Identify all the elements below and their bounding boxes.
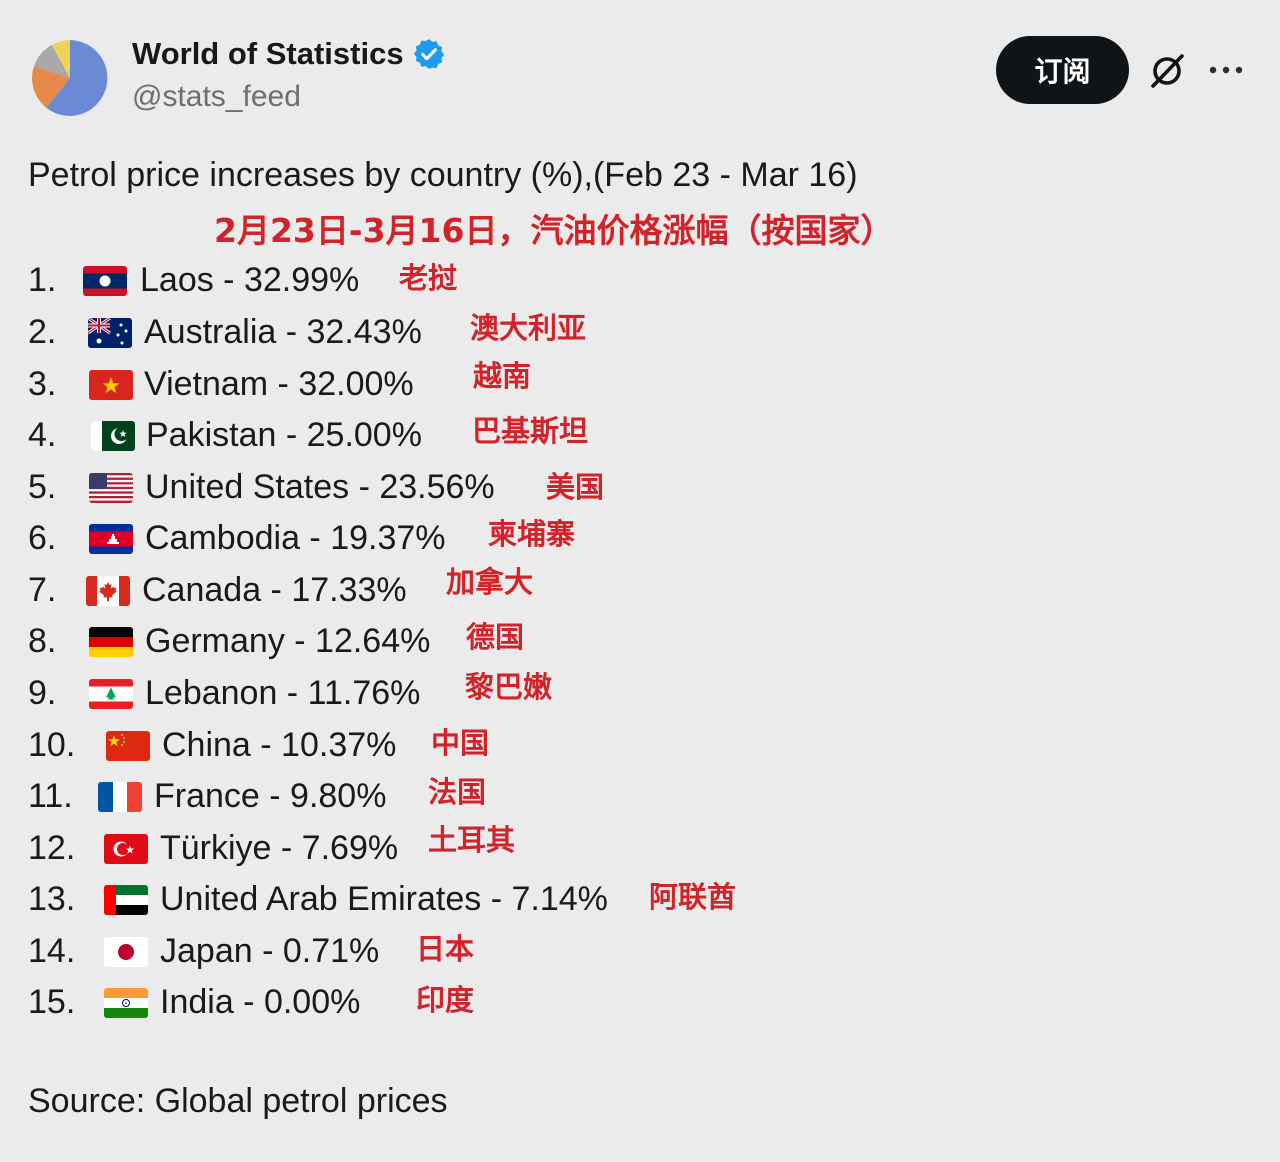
- rank-number: 4.: [28, 416, 57, 454]
- rank-number: 10.: [28, 726, 76, 764]
- country-name-chinese: 日本: [416, 932, 475, 966]
- country-name-chinese: 中国: [431, 726, 490, 760]
- country-entry: Lebanon - 11.76%: [145, 674, 421, 712]
- rank-number: 14.: [28, 932, 76, 970]
- country-entry: United Arab Emirates - 7.14%: [160, 880, 608, 918]
- country-name-chinese: 德国: [466, 620, 525, 654]
- germany-flag-icon: [89, 627, 133, 657]
- account-name[interactable]: World of Statistics: [132, 36, 404, 71]
- country-name-chinese: 阿联酋: [649, 880, 737, 914]
- country-name-chinese: 老挝: [399, 261, 458, 295]
- country-entry: Türkiye - 7.69%: [160, 829, 399, 867]
- rank-number: 6.: [28, 519, 57, 557]
- vietnam-flag-icon: [89, 370, 133, 400]
- rank-number: 7.: [28, 571, 57, 609]
- country-entry: China - 10.37%: [162, 726, 397, 764]
- turkiye-flag-icon: [104, 834, 148, 864]
- pakistan-flag-icon: [91, 421, 135, 451]
- country-entry: France - 9.80%: [154, 777, 387, 815]
- rank-number: 2.: [28, 313, 57, 351]
- pie-chart-avatar-icon: [32, 40, 108, 116]
- rank-number: 12.: [28, 829, 76, 867]
- source-text: Source: Global petrol prices: [28, 1082, 448, 1120]
- country-entry: Canada - 17.33%: [142, 571, 407, 609]
- more-icon[interactable]: [1208, 60, 1244, 80]
- rank-number: 5.: [28, 468, 57, 506]
- verified-badge-icon: [413, 39, 444, 69]
- laos-flag-icon: [83, 266, 127, 296]
- country-entry: India - 0.00%: [160, 983, 361, 1021]
- country-name-chinese: 加拿大: [446, 565, 534, 599]
- country-entry: Australia - 32.43%: [144, 313, 422, 351]
- post-title: Petrol price increases by country (%),(F…: [28, 156, 858, 194]
- country-name-chinese: 法国: [428, 775, 487, 809]
- rank-number: 3.: [28, 365, 57, 403]
- country-entry: Cambodia - 19.37%: [145, 519, 446, 557]
- rank-number: 15.: [28, 983, 76, 1021]
- country-name-chinese: 澳大利亚: [470, 311, 587, 345]
- rank-number: 13.: [28, 880, 76, 918]
- country-name-chinese: 印度: [416, 983, 475, 1017]
- rank-number: 1.: [28, 261, 57, 299]
- subscribe-button[interactable]: 订阅: [996, 36, 1129, 104]
- country-name-chinese: 美国: [546, 470, 605, 504]
- account-handle[interactable]: @stats_feed: [132, 80, 301, 113]
- japan-flag-icon: [104, 937, 148, 967]
- post-title-chinese: 2月23日-3月16日，汽油价格涨幅（按国家）: [214, 211, 894, 250]
- rank-number: 8.: [28, 622, 57, 660]
- rank-number: 11.: [28, 777, 73, 815]
- country-entry: United States - 23.56%: [145, 468, 495, 506]
- australia-flag-icon: [88, 318, 132, 348]
- canada-flag-icon: [86, 576, 130, 606]
- country-entry: Laos - 32.99%: [140, 261, 360, 299]
- france-flag-icon: [98, 782, 142, 812]
- country-entry: Pakistan - 25.00%: [146, 416, 422, 454]
- grok-icon[interactable]: [1148, 52, 1186, 90]
- avatar[interactable]: [32, 40, 108, 116]
- china-flag-icon: [106, 731, 150, 761]
- country-entry: Germany - 12.64%: [145, 622, 431, 660]
- india-flag-icon: [104, 988, 148, 1018]
- lebanon-flag-icon: [89, 679, 133, 709]
- country-name-chinese: 巴基斯坦: [472, 414, 589, 448]
- united-states-flag-icon: [89, 473, 133, 503]
- country-entry: Vietnam - 32.00%: [144, 365, 414, 403]
- uae-flag-icon: [104, 885, 148, 915]
- cambodia-flag-icon: [89, 524, 133, 554]
- account-name-row[interactable]: World of Statistics: [132, 36, 446, 72]
- rank-number: 9.: [28, 674, 57, 712]
- country-name-chinese: 柬埔寨: [488, 517, 576, 551]
- country-name-chinese: 黎巴嫩: [465, 670, 553, 704]
- country-name-chinese: 越南: [473, 359, 532, 393]
- country-entry: Japan - 0.71%: [160, 932, 380, 970]
- country-name-chinese: 土耳其: [428, 823, 516, 857]
